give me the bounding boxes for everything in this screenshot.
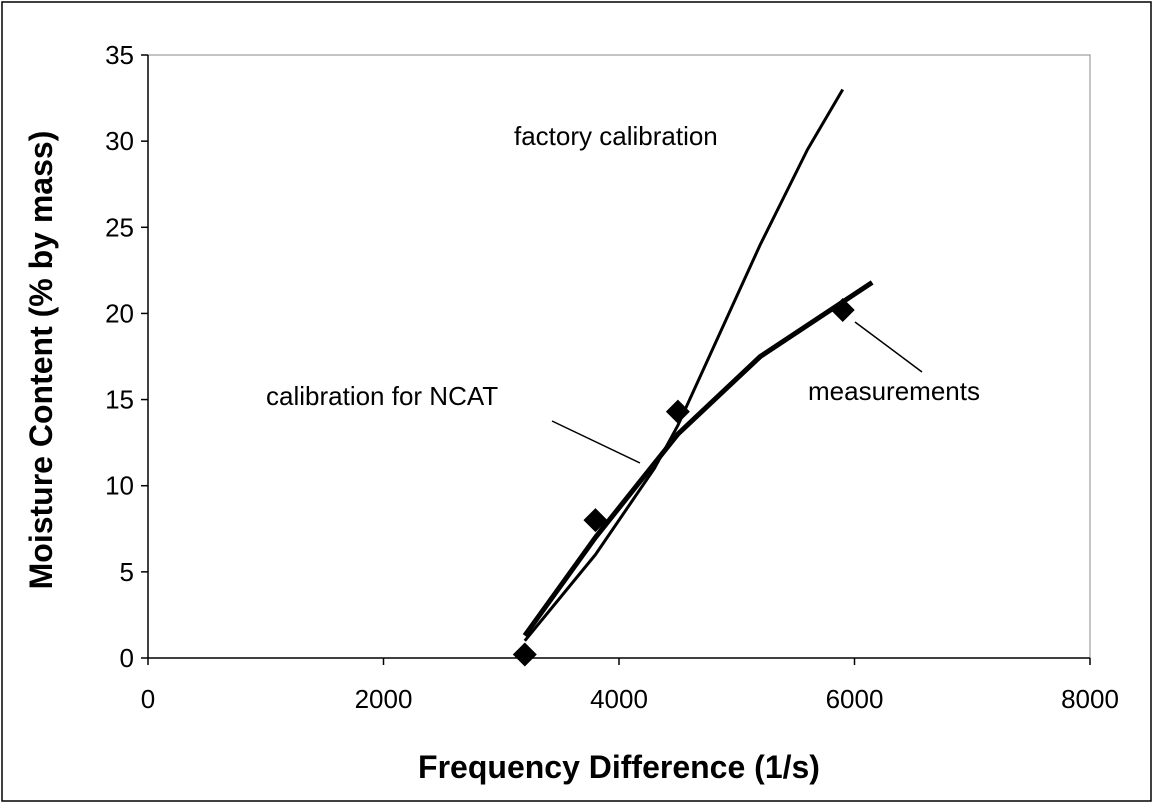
x-tick-label: 6000 — [826, 684, 884, 714]
leader-line — [854, 321, 923, 373]
y-tick-label: 30 — [105, 126, 134, 156]
x-tick-label: 0 — [141, 684, 155, 714]
annotation: measurements — [808, 376, 980, 406]
y-tick-label: 0 — [120, 643, 134, 673]
y-tick-label: 20 — [105, 298, 134, 328]
leader-line — [551, 420, 641, 464]
x-tick-label: 2000 — [355, 684, 413, 714]
series-line — [522, 280, 874, 638]
y-tick-label: 10 — [105, 471, 134, 501]
y-tick-label: 5 — [120, 557, 134, 587]
y-tick-label: 15 — [105, 385, 134, 415]
data-point — [665, 399, 690, 424]
x-tick-label: 4000 — [590, 684, 648, 714]
y-axis-title: Moisture Content (% by mass) — [23, 131, 59, 590]
y-tick-label: 35 — [105, 40, 134, 70]
x-axis-title: Frequency Difference (1/s) — [418, 749, 820, 785]
annotation: calibration for NCAT — [266, 381, 498, 411]
annotation: factory calibration — [514, 121, 718, 151]
x-tick-label: 8000 — [1061, 684, 1119, 714]
y-tick-label: 25 — [105, 212, 134, 242]
data-point — [512, 642, 537, 667]
series-line — [523, 88, 845, 642]
